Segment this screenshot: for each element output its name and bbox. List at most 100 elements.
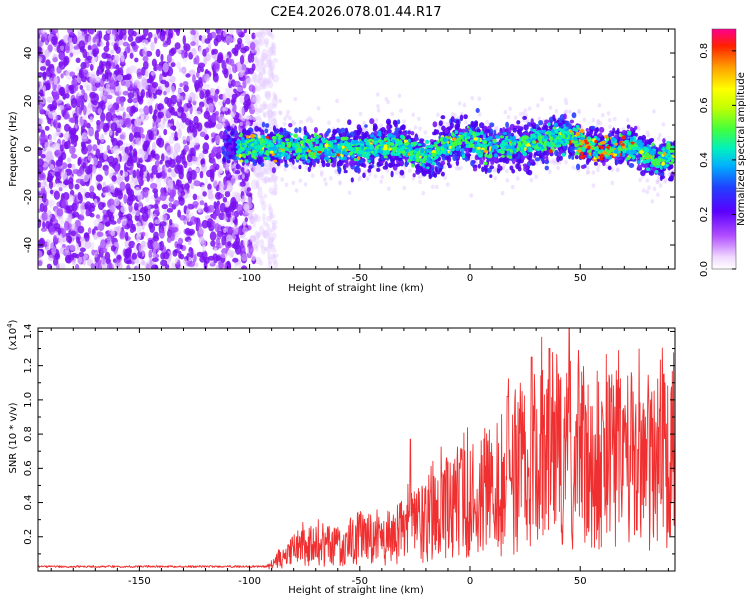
noise-blob bbox=[52, 53, 58, 63]
noise-blob bbox=[230, 98, 236, 106]
noise-blob bbox=[82, 69, 89, 75]
noise-blob bbox=[154, 264, 159, 269]
band-halo bbox=[616, 167, 620, 172]
band-body bbox=[410, 131, 415, 136]
noise-blob bbox=[49, 105, 57, 111]
band-halo bbox=[534, 174, 538, 180]
noise-blob bbox=[120, 229, 126, 239]
noise-blob bbox=[250, 93, 255, 103]
noise-blob bbox=[239, 106, 245, 116]
noise-blob bbox=[256, 86, 261, 92]
noise-blob bbox=[136, 233, 142, 240]
noise-blob bbox=[251, 102, 258, 111]
noise-blob bbox=[150, 150, 156, 157]
band-halo bbox=[390, 111, 395, 117]
noise-blob bbox=[152, 257, 159, 263]
noise-blob bbox=[202, 191, 207, 197]
noise-blob bbox=[119, 181, 126, 192]
noise-blob bbox=[113, 54, 120, 63]
noise-blob bbox=[215, 134, 221, 145]
noise-blob bbox=[166, 236, 172, 243]
noise-blob bbox=[220, 252, 228, 259]
noise-blob bbox=[205, 47, 210, 53]
noise-blob bbox=[109, 33, 116, 42]
noise-blob bbox=[262, 229, 266, 239]
noise-blob bbox=[212, 179, 218, 187]
noise-blob bbox=[110, 245, 116, 252]
noise-blob bbox=[198, 235, 205, 245]
noise-blob bbox=[210, 87, 216, 93]
noise-blob bbox=[238, 71, 244, 78]
band-halo bbox=[267, 115, 272, 120]
noise-blob bbox=[159, 240, 164, 251]
band-halo bbox=[552, 158, 556, 163]
noise-blob bbox=[56, 98, 63, 104]
noise-blob bbox=[55, 127, 62, 137]
noise-blob bbox=[95, 174, 103, 182]
noise-blob bbox=[108, 214, 115, 223]
noise-blob bbox=[55, 159, 63, 167]
noise-blob bbox=[194, 110, 202, 116]
noise-blob bbox=[273, 94, 278, 102]
noise-blob bbox=[90, 241, 95, 252]
band-halo bbox=[278, 98, 283, 104]
band-halo bbox=[418, 126, 422, 131]
noise-blob bbox=[222, 197, 228, 203]
band-halo bbox=[638, 177, 642, 183]
noise-blob bbox=[204, 134, 209, 141]
noise-blob bbox=[266, 246, 272, 253]
band-halo bbox=[596, 167, 600, 172]
noise-blob bbox=[272, 58, 278, 64]
noise-blob bbox=[103, 45, 110, 53]
noise-blob bbox=[252, 96, 259, 103]
band-halo bbox=[293, 97, 298, 102]
band-body bbox=[397, 119, 401, 125]
noise-blob bbox=[212, 73, 219, 83]
noise-blob bbox=[262, 212, 266, 223]
noise-blob bbox=[177, 128, 182, 139]
band-body bbox=[534, 157, 541, 162]
noise-blob bbox=[110, 49, 115, 55]
noise-blob bbox=[133, 131, 141, 139]
noise-blob bbox=[153, 241, 160, 250]
band-halo bbox=[523, 108, 528, 113]
noise-blob bbox=[150, 41, 155, 51]
band-halo bbox=[601, 113, 605, 118]
band-halo bbox=[548, 105, 553, 111]
noise-blob bbox=[91, 56, 96, 66]
noise-blob bbox=[68, 84, 75, 91]
band-halo bbox=[255, 172, 260, 177]
band-halo bbox=[591, 118, 596, 123]
noise-blob bbox=[44, 125, 50, 131]
noise-blob bbox=[269, 126, 273, 133]
noise-blob bbox=[71, 163, 76, 169]
noise-blob bbox=[210, 240, 216, 247]
band-halo bbox=[508, 106, 512, 112]
noise-blob bbox=[269, 213, 276, 219]
band-halo bbox=[663, 179, 668, 184]
noise-blob bbox=[219, 165, 224, 174]
noise-blob bbox=[239, 181, 246, 187]
band-body bbox=[264, 123, 270, 128]
band-halo bbox=[291, 180, 296, 186]
noise-blob bbox=[61, 170, 67, 180]
band-halo bbox=[284, 182, 289, 187]
band-halo bbox=[431, 184, 435, 189]
noise-blob bbox=[213, 63, 220, 72]
band-halo bbox=[255, 107, 260, 113]
band-halo bbox=[645, 178, 650, 183]
noise-blob bbox=[87, 127, 95, 137]
noise-blob bbox=[114, 164, 119, 175]
noise-blob bbox=[252, 219, 256, 228]
noise-blob bbox=[204, 121, 210, 128]
noise-blob bbox=[203, 206, 210, 213]
noise-blob bbox=[83, 232, 90, 239]
noise-blob bbox=[266, 215, 272, 222]
noise-blob bbox=[223, 227, 227, 233]
band-halo bbox=[365, 176, 370, 181]
band-halo bbox=[379, 179, 384, 184]
noise-blob bbox=[40, 66, 47, 71]
noise-blob bbox=[98, 30, 103, 40]
noise-blob bbox=[76, 91, 83, 97]
noise-blob bbox=[153, 125, 158, 135]
